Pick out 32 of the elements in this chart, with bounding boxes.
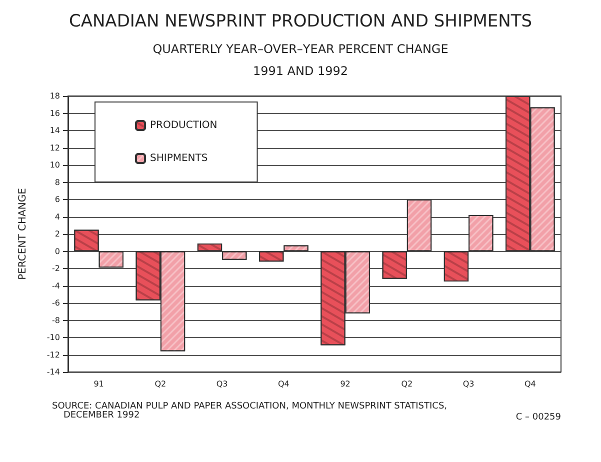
x-tick-label: Q3 [216, 380, 228, 388]
legend-label: SHIPMENTS [150, 153, 208, 164]
y-tick-label: 8 [54, 178, 60, 187]
y-axis-title: PERCENT CHANGE [18, 188, 28, 280]
x-tick-label: Q4 [524, 380, 536, 388]
y-tick-label: -6 [52, 298, 60, 308]
y-tick-label: 18 [50, 92, 60, 100]
chart-title: CANADIAN NEWSPRINT PRODUCTION AND SHIPMENTS [68, 12, 532, 32]
x-tick-label: 91 [94, 380, 104, 388]
y-tick-label: -4 [52, 281, 60, 290]
y-tick-label: 4 [54, 212, 60, 222]
x-tick-label: Q2 [401, 380, 413, 388]
y-tick-label: -2 [52, 264, 60, 273]
y-tick-label: 10 [50, 160, 60, 170]
source-note: SOURCE: CANADIAN PULP AND PAPER ASSOCIATION, MONTHLY NEWSPRINT STATISTICS, DECEMBER 1992 [52, 402, 448, 420]
y-tick-label: -8 [52, 316, 60, 325]
y-tick-label: 6 [54, 195, 60, 204]
y-tick-label: 14 [50, 126, 60, 135]
y-tick-label: 2 [54, 230, 60, 238]
x-tick-label: Q4 [278, 380, 290, 388]
x-tick-label: 92 [340, 380, 350, 388]
x-tick-label: Q3 [462, 380, 474, 388]
y-tick-label: 12 [50, 143, 60, 152]
legend-label: PRODUCTION [150, 120, 218, 131]
x-tick-label: Q2 [154, 380, 166, 388]
y-tick-label: -14 [46, 368, 60, 376]
y-tick-label: -10 [46, 333, 60, 342]
y-tick-label: 16 [50, 108, 60, 118]
y-tick-label: 0 [54, 246, 60, 256]
text: C – 00259 [516, 412, 562, 422]
y-tick-label: -12 [46, 350, 60, 360]
chart-subtitle: QUARTERLY YEAR–OVER–YEAR PERCENT CHANGE 1991 AND 1992 [152, 42, 448, 78]
